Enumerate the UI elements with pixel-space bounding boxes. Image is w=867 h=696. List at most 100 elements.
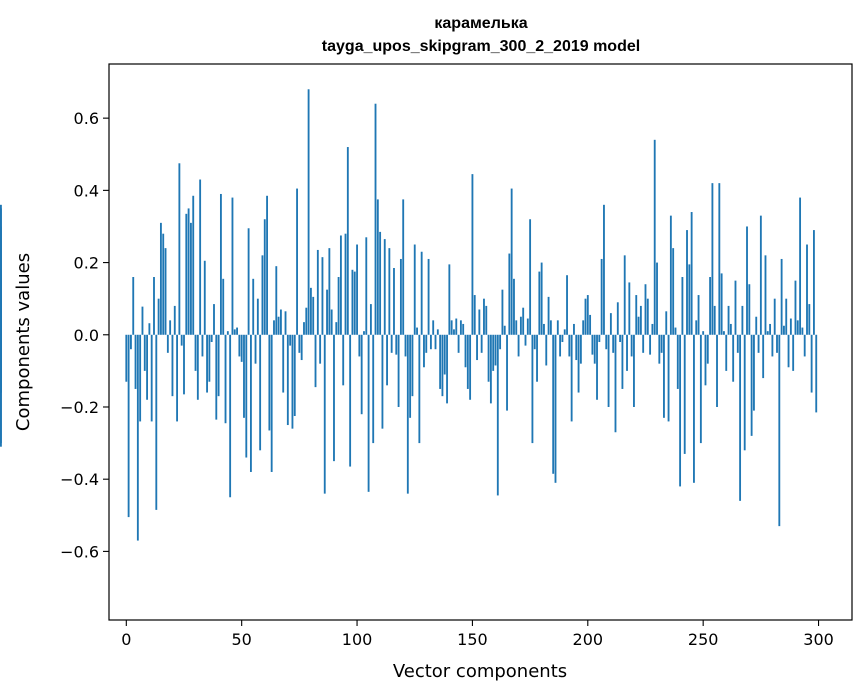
- bar: [672, 248, 675, 335]
- bar: [716, 334, 718, 407]
- bar: [199, 179, 202, 335]
- bar: [653, 139, 656, 335]
- bar: [416, 327, 418, 335]
- bar: [732, 334, 735, 382]
- bar: [619, 334, 622, 342]
- bar: [783, 325, 785, 335]
- bar: [249, 334, 252, 472]
- bar: [561, 334, 564, 342]
- bar: [697, 295, 700, 335]
- bar: [540, 262, 543, 335]
- bar: [462, 323, 465, 335]
- bar: [801, 327, 804, 335]
- bar: [141, 306, 144, 335]
- bar: [780, 258, 783, 335]
- bar: [734, 280, 737, 335]
- bar: [189, 222, 192, 335]
- bar: [309, 287, 312, 335]
- bar: [443, 334, 446, 375]
- bar: [593, 334, 596, 364]
- bar: [584, 298, 587, 335]
- bar: [436, 329, 439, 335]
- bar: [635, 295, 638, 335]
- bar: [549, 320, 552, 335]
- bar: [464, 334, 467, 368]
- axes-frame: [108, 63, 853, 621]
- bar: [176, 334, 178, 422]
- bar: [603, 204, 605, 335]
- bar: [663, 334, 665, 418]
- bar: [785, 298, 788, 335]
- bar: [642, 334, 645, 353]
- bar: [706, 334, 709, 364]
- bar: [233, 329, 236, 335]
- bar: [596, 334, 598, 400]
- bar: [273, 320, 275, 335]
- bar: [575, 334, 578, 361]
- bar: [526, 318, 529, 335]
- bar: [582, 320, 585, 335]
- bar: [240, 334, 243, 362]
- bar: [279, 309, 282, 335]
- y-tick-label: 0.6: [74, 109, 99, 128]
- bar: [757, 334, 760, 353]
- bar: [148, 323, 151, 335]
- bar: [171, 334, 174, 397]
- bar: [778, 334, 781, 527]
- bar: [598, 334, 601, 342]
- bar: [330, 309, 333, 335]
- bar: [787, 334, 790, 368]
- bar: [180, 334, 183, 346]
- bar: [319, 334, 322, 364]
- bar: [213, 304, 215, 335]
- bar: [743, 334, 746, 451]
- bar: [573, 323, 575, 335]
- bar: [293, 334, 296, 417]
- bar: [217, 334, 220, 397]
- bar: [658, 334, 661, 364]
- bar: [261, 255, 264, 335]
- bar: [303, 322, 305, 335]
- bar: [203, 260, 206, 335]
- bar: [321, 257, 324, 335]
- bar: [448, 264, 451, 335]
- bar: [799, 197, 802, 335]
- bar: [471, 174, 474, 335]
- bar: [633, 334, 635, 407]
- bar: [806, 244, 808, 335]
- bar: [570, 334, 573, 422]
- x-axis: 0 50 100 150 200 250 300: [121, 620, 834, 649]
- bar: [296, 188, 298, 335]
- bar: [577, 334, 580, 393]
- bar: [579, 334, 582, 364]
- bar: [429, 334, 432, 350]
- bar: [773, 298, 776, 335]
- bar: [803, 334, 806, 357]
- bar: [813, 230, 815, 335]
- bar: [529, 219, 532, 335]
- bar: [210, 334, 213, 342]
- bar: [194, 334, 197, 371]
- bar: [556, 320, 559, 335]
- bar: [554, 334, 557, 483]
- bar: [522, 307, 525, 335]
- bar: [395, 334, 398, 355]
- bar: [796, 320, 799, 335]
- bar: [450, 320, 453, 335]
- bar: [162, 233, 165, 335]
- bar: [681, 277, 684, 335]
- bar: [420, 251, 423, 335]
- bar: [243, 334, 245, 418]
- bar: [323, 334, 326, 494]
- bar: [363, 331, 365, 335]
- bar: [508, 253, 511, 335]
- bar: [609, 313, 612, 335]
- bar: [808, 304, 811, 335]
- bar: [0, 269, 2, 335]
- bar: [356, 244, 358, 335]
- bar: [466, 334, 469, 389]
- bar: [342, 334, 345, 386]
- bar: [224, 334, 227, 424]
- bar: [386, 334, 388, 386]
- bar: [238, 334, 241, 357]
